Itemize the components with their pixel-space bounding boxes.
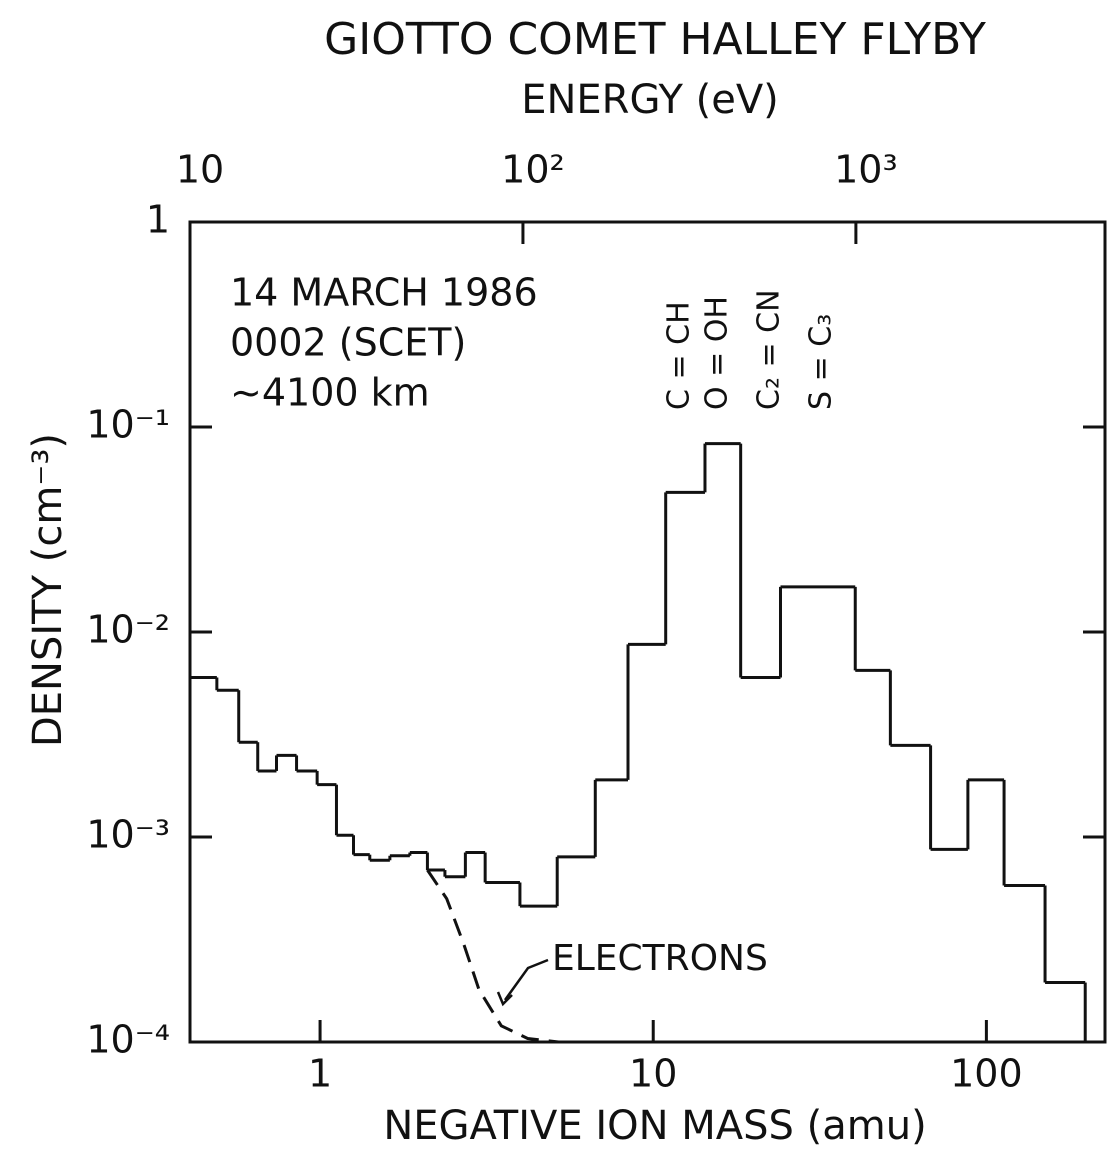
top-tick-label: 10³ xyxy=(834,148,898,192)
species-label: C₂ = CN xyxy=(752,289,787,410)
y-tick-label: 10⁻³ xyxy=(86,813,170,857)
x-tick-label: 1 xyxy=(308,1052,332,1096)
series-label: ELECTRONS xyxy=(552,938,768,979)
top-tick-label: 10² xyxy=(501,148,565,192)
y-tick-label: 10⁻⁴ xyxy=(86,1018,170,1062)
top-axis-label: ENERGY (eV) xyxy=(521,77,779,123)
y-tick-label: 10⁻² xyxy=(86,608,170,652)
annotation: 0002 (SCET) xyxy=(230,321,466,365)
annotation-arrowhead xyxy=(496,991,513,1007)
species-label: O = OH xyxy=(700,296,735,410)
x-tick-label: 10 xyxy=(629,1052,677,1096)
y-tick-label: 1 xyxy=(146,198,170,242)
species-label: S = C₃ xyxy=(804,314,839,410)
top-tick-label: 10 xyxy=(176,148,224,192)
electron-curve xyxy=(426,869,559,1044)
annotation-arrow xyxy=(503,958,549,1001)
chart-title: GIOTTO COMET HALLEY FLYBY xyxy=(324,14,986,65)
species-label: C = CH xyxy=(662,301,697,410)
annotation: ~4100 km xyxy=(230,371,430,415)
y-tick-label: 10⁻¹ xyxy=(86,403,170,447)
annotation: 14 MARCH 1986 xyxy=(230,271,538,315)
x-tick-label: 100 xyxy=(950,1052,1023,1096)
x-axis-label: NEGATIVE ION MASS (amu) xyxy=(383,1103,926,1149)
y-axis-label: DENSITY (cm⁻³) xyxy=(25,433,71,747)
